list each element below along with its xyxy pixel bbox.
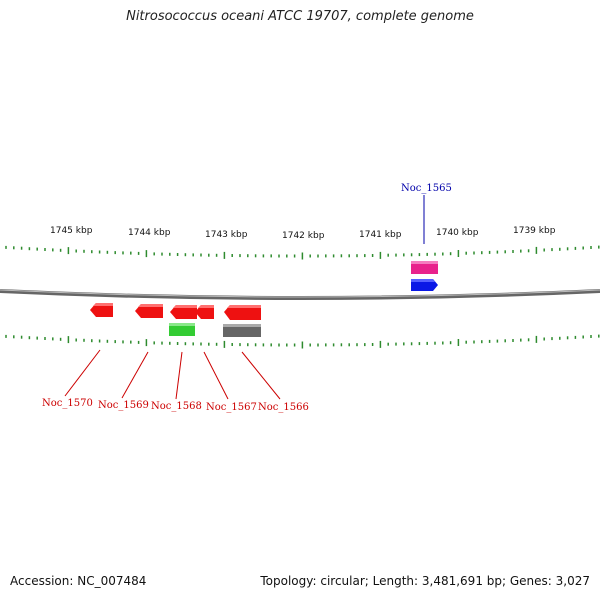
gene-noc-1569[interactable] — [135, 304, 163, 318]
gene-label-noc-1566[interactable]: Noc_1566 — [258, 402, 309, 413]
leader-noc-1566 — [241, 351, 281, 400]
kbp-label-1740: 1740 kbp — [436, 228, 479, 238]
gene-label-noc-1570[interactable]: Noc_1570 — [42, 398, 93, 409]
leader-noc-1569 — [121, 351, 149, 399]
leader-noc-1568 — [175, 351, 183, 400]
leader-noc-1567 — [203, 351, 229, 400]
genome-summary: Topology: circular; Length: 3,481,691 bp… — [260, 574, 590, 588]
gene-noc-1565-pink[interactable] — [411, 261, 438, 274]
gene-noc-1570[interactable] — [90, 303, 113, 317]
ruler-ticks-bottom — [5, 334, 600, 349]
gene-noc-1566[interactable] — [224, 305, 261, 320]
kbp-label-1744: 1744 kbp — [128, 228, 171, 238]
accession-text: Accession: NC_007484 — [10, 574, 147, 588]
ruler-ticks-top — [5, 245, 600, 260]
kbp-label-1742: 1742 kbp — [282, 231, 325, 241]
gene-noc-1567[interactable] — [195, 305, 214, 319]
kbp-label-1739: 1739 kbp — [513, 226, 556, 236]
leader-noc-1570 — [64, 349, 101, 397]
feature-green[interactable] — [169, 323, 195, 336]
kbp-label-1741: 1741 kbp — [359, 230, 402, 240]
map-title: Nitrosococcus oceani ATCC 19707, complet… — [126, 9, 474, 24]
kbp-label-1745: 1745 kbp — [50, 226, 93, 236]
feature-gray[interactable] — [223, 324, 261, 337]
gene-noc-1565-blue[interactable] — [411, 279, 438, 291]
gene-label-noc-1567[interactable]: Noc_1567 — [206, 402, 257, 413]
gene-label-noc-1568[interactable]: Noc_1568 — [151, 401, 202, 412]
gene-label-noc-1565[interactable]: Noc_1565 — [401, 183, 452, 194]
gene-noc-1568[interactable] — [170, 305, 197, 319]
genome-backbone — [0, 289, 600, 300]
kbp-label-1743: 1743 kbp — [205, 230, 248, 240]
gene-label-noc-1569[interactable]: Noc_1569 — [98, 400, 149, 411]
